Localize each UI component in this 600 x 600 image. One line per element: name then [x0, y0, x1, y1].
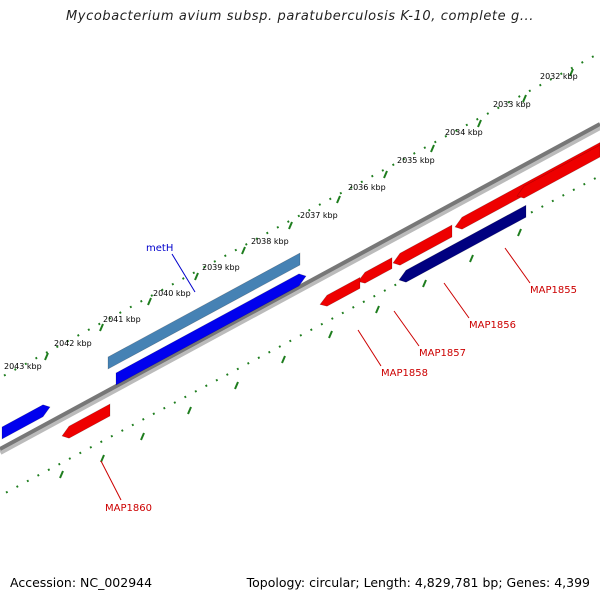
accession-text: Accession: NC_002944 [10, 575, 153, 590]
gene-MAP1860 [61, 403, 111, 439]
gene-MAP1856 [398, 204, 527, 283]
gene-label: MAP1860 [105, 503, 152, 514]
major-tick [187, 406, 192, 415]
genome-backbone [0, 122, 600, 455]
major-tick [147, 297, 152, 306]
major-tick [522, 94, 527, 103]
gene-forward [1, 404, 51, 440]
major-tick [140, 432, 145, 441]
kbp-label: 2040 kbp [153, 289, 191, 298]
major-tick [100, 454, 105, 463]
major-tick [234, 381, 239, 390]
major-tick [194, 272, 199, 281]
major-tick [375, 305, 380, 314]
gene-label-leader [100, 460, 122, 501]
gene-label: MAP1856 [469, 320, 516, 331]
reverse-strand-genes [61, 142, 600, 439]
kbp-label: 2035 kbp [397, 156, 435, 165]
gene-label-leader [443, 282, 470, 319]
gene-label-leader [504, 247, 531, 284]
major-tick [336, 195, 341, 204]
major-tick [99, 323, 104, 332]
gene-label-leader [357, 329, 382, 367]
major-tick [288, 221, 293, 230]
gene-MAP1857 [392, 224, 453, 266]
major-tick [430, 144, 435, 153]
kbp-label: 2034 kbp [445, 128, 483, 137]
major-tick [477, 119, 482, 128]
kbp-label: 2041 kbp [103, 315, 141, 324]
gene-reverse [516, 144, 600, 199]
kbp-scale-labels: 2032 kbp 2033 kbp 2034 kbp 2035 kbp 2036 kbp… [4, 72, 578, 371]
gene-label-leader [171, 253, 196, 293]
gene-label: MAP1855 [530, 285, 577, 296]
major-tick [44, 352, 49, 361]
gene-label: metH [146, 243, 173, 254]
kbp-label: 2043 kbp [4, 362, 42, 371]
kbp-label: 2042 kbp [54, 339, 92, 348]
major-tick [422, 279, 427, 288]
forward-strand-genes [1, 252, 307, 440]
gene-label: MAP1857 [419, 348, 466, 359]
gene-forward [115, 273, 307, 386]
gene-reverse [319, 276, 361, 307]
major-tick [241, 246, 246, 255]
major-tick [517, 228, 522, 237]
kbp-label: 2036 kbp [348, 183, 386, 192]
gene-metH [107, 252, 301, 370]
gene-label: MAP1858 [381, 368, 428, 379]
map-title: Mycobacterium avium subsp. paratuberculo… [65, 9, 535, 24]
genome-stats-text: Topology: circular; Length: 4,829,781 bp… [246, 575, 590, 590]
kbp-label: 2037 kbp [300, 211, 338, 220]
major-tick [383, 170, 388, 179]
major-tick [469, 254, 474, 263]
major-tick [328, 330, 333, 339]
major-tick [569, 68, 574, 77]
kbp-label: 2038 kbp [251, 237, 289, 246]
kbp-label: 2032 kbp [540, 72, 578, 81]
outer-tick-track [3, 55, 595, 377]
kbp-label: 2033 kbp [493, 100, 531, 109]
kbp-label: 2039 kbp [202, 263, 240, 272]
gene-label-leader [393, 310, 420, 347]
major-tick [59, 470, 64, 479]
gene-MAP1858 [357, 257, 393, 284]
major-tick [281, 355, 286, 364]
gene-labels: metH MAP1855 MAP1856 MAP1857 MAP1858 MAP1860 [100, 243, 577, 514]
